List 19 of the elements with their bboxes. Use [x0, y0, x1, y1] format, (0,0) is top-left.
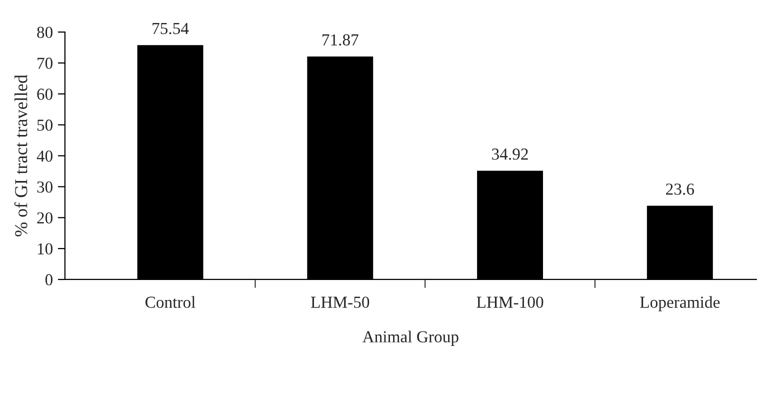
x-axis-title: Animal Group	[362, 330, 458, 346]
data-label: 71.87	[322, 34, 358, 46]
y-tick-label: 70	[38, 58, 52, 69]
x-tick-label: Loperamide	[640, 296, 720, 312]
y-tick-label: 0	[45, 274, 52, 286]
x-tick-label: LHM-100	[476, 296, 544, 308]
y-tick-label: 10	[38, 243, 52, 254]
y-tick-label: 60	[37, 88, 52, 100]
y-tick-label: 20	[37, 212, 52, 224]
y-tick-label: 40	[36, 150, 52, 162]
y-tick-label: 30	[37, 181, 52, 193]
y-tick-label: 50	[37, 120, 52, 131]
x-tick-label: Control	[145, 296, 196, 308]
data-label: 23.6	[666, 184, 694, 195]
data-label: 75.54	[152, 23, 189, 34]
x-tick-label: LHM-50	[311, 296, 370, 308]
y-axis-title: % of GI tract travelled	[14, 74, 28, 236]
data-label: 34.92	[492, 148, 528, 160]
y-tick-label: 80	[37, 26, 52, 38]
